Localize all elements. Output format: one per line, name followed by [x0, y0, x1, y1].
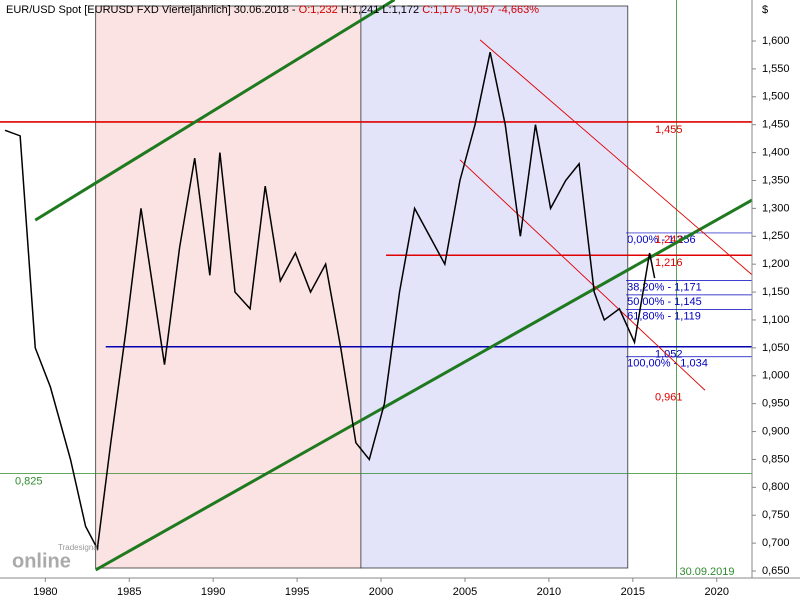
- y-tick-label: 0,750: [762, 509, 790, 521]
- x-tick-label: 2015: [621, 586, 645, 598]
- level-label: 1,052: [655, 349, 683, 361]
- x-tick-label: 1980: [33, 586, 57, 598]
- trendline: [34, 0, 396, 222]
- logo: online: [12, 550, 71, 572]
- y-tick-label: 1,000: [762, 370, 790, 382]
- fib-label: 50,00% - 1,145: [627, 296, 702, 308]
- x-tick-label: 2020: [705, 586, 729, 598]
- fib-label: 61,80% - 1,119: [627, 310, 701, 322]
- region: [95, 5, 362, 569]
- y-tick-label: 1,100: [762, 314, 790, 326]
- y-tick-label: 1,350: [762, 174, 790, 186]
- y-tick-label: 0,850: [762, 453, 790, 465]
- title-part: H:1,241 L:1,172: [338, 4, 422, 16]
- y-tick-label: 0,650: [762, 565, 790, 577]
- y-tick-label: 1,600: [762, 35, 790, 47]
- y-tick-label: 1,550: [762, 63, 790, 75]
- x-tick-label: 2005: [453, 586, 477, 598]
- chart-title: EUR/USD Spot [EURUSD FXD Vierteljährlich…: [6, 4, 539, 16]
- x-tick-label: 2010: [537, 586, 561, 598]
- y-tick-label: 1,400: [762, 146, 790, 158]
- y-tick-label: 1,200: [762, 258, 790, 270]
- y-tick-label: 1,450: [762, 119, 790, 131]
- y-tick-label: 1,150: [762, 286, 790, 298]
- fib-label: 38,20% - 1,171: [627, 281, 702, 293]
- x-tick-label: 2000: [369, 586, 393, 598]
- y-tick-label: 1,250: [762, 230, 790, 242]
- trendline: [94, 198, 753, 572]
- level-label: 1,216: [655, 257, 683, 269]
- marker-label: 0,961: [655, 391, 683, 403]
- logo-small: Tradesignal: [58, 543, 100, 552]
- y-tick-label: 1,050: [762, 342, 790, 354]
- price-line: [4, 52, 656, 552]
- x-tick-label: 1985: [117, 586, 141, 598]
- trendline: [479, 39, 753, 276]
- y-tick-label: 1,500: [762, 91, 790, 103]
- date-label: 30.09.2019: [679, 566, 734, 578]
- title-part: C:1,175 -0,057 -4,663%: [422, 4, 539, 16]
- y-tick-label: 0,900: [762, 425, 790, 437]
- x-tick-label: 1995: [285, 586, 309, 598]
- y-tick-label: 1,300: [762, 202, 790, 214]
- currency: $: [762, 4, 768, 16]
- title-part: O:1,232: [299, 4, 338, 16]
- title-part: EUR/USD Spot [EURUSD FXD Vierteljährlich…: [6, 4, 299, 16]
- y-tick-label: 0,800: [762, 481, 790, 493]
- level-label: 0,825: [15, 475, 43, 487]
- y-tick-label: 0,700: [762, 537, 790, 549]
- fib-label: 100,00% - 1,034: [627, 358, 708, 370]
- y-tick-label: 0,950: [762, 398, 790, 410]
- x-tick-label: 1990: [201, 586, 225, 598]
- level-label: 1,455: [655, 124, 683, 136]
- region: [360, 5, 629, 569]
- trendline: [459, 159, 706, 391]
